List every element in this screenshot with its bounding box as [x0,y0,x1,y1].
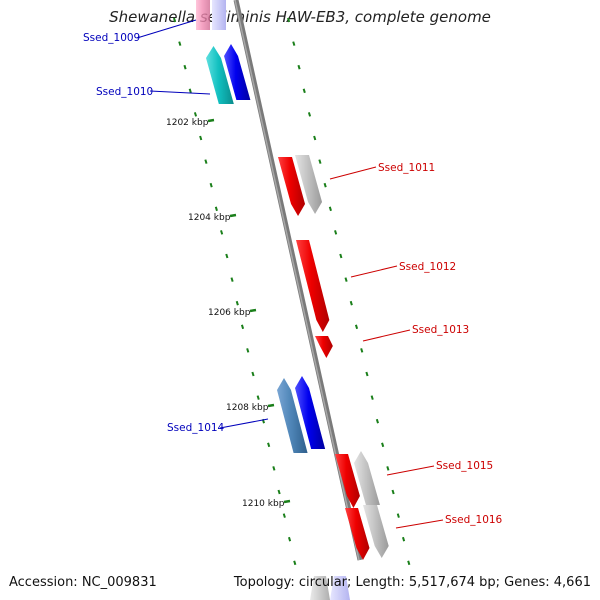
tick-dash [282,513,286,518]
leader-line [136,19,197,39]
tick-dash [386,466,390,471]
tick-mark [229,213,237,218]
gene-ssed-1014-steel [277,378,308,453]
tick-dash [193,112,198,117]
tick-dash [401,536,406,542]
gene-ssed-1015-red [335,454,360,508]
gene-label: Ssed_1010 [96,86,153,98]
tick-dash [173,17,177,23]
gene-ssed-1011-gray [295,155,323,214]
tick-mark [249,308,257,313]
tick-dash [188,88,192,94]
gene-label: Ssed_1013 [412,324,469,336]
gene-label: Ssed_1014 [167,422,225,434]
leader-line [386,465,435,476]
tick-dash [302,88,306,94]
gene-label: Ssed_1012 [399,261,456,273]
tick-dash [292,41,296,46]
gene-feature-pink [196,0,210,30]
tick-dash [272,466,276,471]
tick-dash [391,489,395,495]
tick-dash [204,159,208,164]
gene-ssed-1010-blue [224,44,251,100]
tick-dash [277,489,281,495]
tick-dash [235,300,239,306]
tick-dash [334,230,338,235]
tick-label: 1204 kbp [188,213,231,223]
gene-label: Ssed_1016 [445,514,503,526]
gene-ssed-1013 [315,336,333,358]
tick-dash [287,17,291,23]
tick-dash [318,159,322,164]
tick-dash [293,560,297,566]
tick-dash [230,277,234,282]
outer-tick-dashes [287,17,411,566]
tick-label: 1208 kbp [226,403,269,413]
gene-label: Ssed_1011 [378,162,435,174]
tick-label: 1210 kbp [242,499,285,509]
gene-ssed-1010-cyan [206,46,234,104]
inner-tick-dashes [173,17,297,566]
tick-mark [207,118,215,123]
tick-dash [251,371,255,377]
gene-labels: Ssed_1009 Ssed_1010 Ssed_1011 Ssed_1012 Ssed… [83,32,503,526]
tick-dash [349,300,353,306]
tick-dash [267,442,271,448]
gene-ssed-1012 [296,240,330,332]
tick-dash [220,230,224,235]
position-tick-labels: 1202 kbp 1204 kbp 1206 kbp 1208 kbp 1210 kbp [166,118,291,509]
tick-dash [240,324,245,330]
tick-dash [297,64,301,70]
tick-dash [370,395,374,400]
tick-dash [287,536,292,542]
topology-text: Topology: circular; Length: 5,517,674 bp… [233,575,591,590]
tick-dash [339,253,343,259]
tick-dash [407,560,411,566]
accession-text: Accession: NC_009831 [9,575,157,590]
tick-label: 1206 kbp [208,308,251,318]
label-leader-lines [136,19,444,529]
leader-line [149,90,211,95]
tick-dash [323,182,327,188]
gene-ssed-1014-blue [295,376,326,449]
tick-dash [396,513,400,518]
tick-dash [183,64,187,70]
gene-features [206,44,389,560]
leader-line [350,265,398,278]
tick-dash [214,206,218,212]
tick-dash [225,253,229,259]
tick-label: 1202 kbp [166,118,209,128]
tick-dash [199,135,203,141]
gene-ssed-1016-red [345,508,370,560]
genome-backbone-highlight [234,0,360,561]
tick-dash [365,371,369,377]
tick-mark [283,499,291,504]
tick-mark [267,403,275,408]
tick-dash [209,182,213,188]
tick-dash [381,442,385,448]
gene-ssed-1015-gray [354,451,380,505]
gene-label: Ssed_1009 [83,32,140,44]
tick-dash [375,418,379,424]
leader-line [395,519,444,529]
gene-feature-lavender [212,0,226,30]
gene-feature-gray-partial [310,576,330,600]
tick-dash [344,277,348,282]
leader-line [219,418,269,429]
tick-dash [354,324,359,330]
leader-line [329,166,377,180]
tick-dash [328,206,332,212]
gene-ssed-1011-red [278,157,306,216]
gene-label: Ssed_1015 [436,460,493,472]
tick-dash [246,348,250,353]
gene-ssed-1016-gray [363,505,389,558]
tick-dash [360,348,364,353]
gene-feature-lavender-partial [330,576,350,600]
tick-dash [178,41,182,46]
tick-dash [307,112,312,117]
tick-dash [256,395,260,400]
tick-dash [313,135,317,141]
leader-line [362,329,411,342]
